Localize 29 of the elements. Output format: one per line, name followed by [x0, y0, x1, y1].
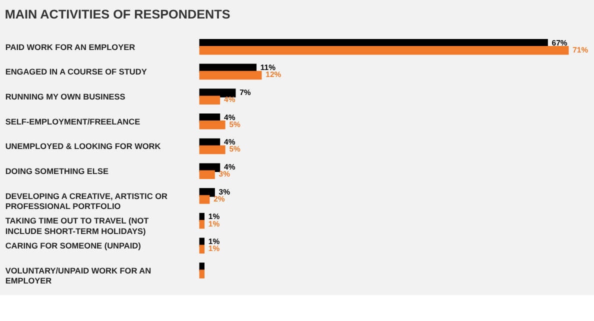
- data-label: 3%: [218, 187, 230, 196]
- data-label: 67%: [552, 38, 568, 48]
- data-label: 4%: [224, 138, 236, 147]
- bar: [199, 220, 204, 229]
- chart-title: MAIN ACTIVITIES OF RESPONDENTS: [4, 8, 230, 22]
- bar: [199, 70, 262, 80]
- data-label: 3%: [218, 170, 230, 179]
- bar: [199, 244, 204, 254]
- bar: [199, 46, 569, 55]
- bar: [199, 96, 220, 104]
- data-label: 4%: [224, 112, 236, 122]
- data-label: 5%: [229, 120, 241, 129]
- data-label: 1%: [208, 219, 220, 228]
- data-label: 1%: [208, 237, 220, 246]
- bar: [199, 145, 226, 154]
- bar: [199, 195, 210, 204]
- data-label: 4%: [224, 162, 236, 172]
- data-label: 71%: [572, 45, 588, 54]
- data-label: 5%: [229, 144, 241, 154]
- bar: [199, 270, 204, 278]
- data-label: 1%: [208, 212, 220, 222]
- data-label: 7%: [240, 88, 251, 97]
- bar: [199, 170, 215, 179]
- bar: [199, 120, 226, 130]
- data-label: 4%: [224, 95, 236, 104]
- data-label: 1%: [208, 244, 220, 254]
- data-label: 12%: [266, 70, 282, 80]
- data-label: 2%: [214, 194, 225, 204]
- data-label: 11%: [260, 63, 276, 72]
